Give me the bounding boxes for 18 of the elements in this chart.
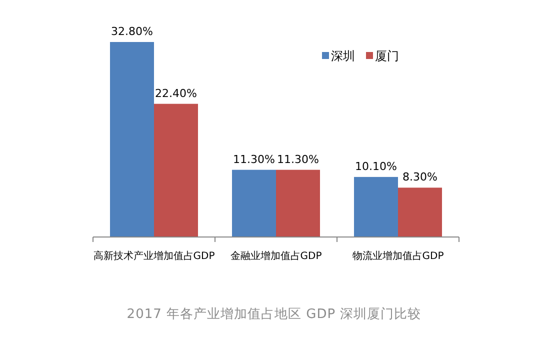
legend-label: 深圳 [331, 49, 355, 63]
x-tick-label: 金融业增加值占GDP [230, 250, 322, 262]
data-label: 11.30% [233, 152, 275, 166]
legend-label: 厦门 [375, 49, 399, 63]
bar [232, 170, 276, 237]
bar [154, 104, 198, 237]
data-label: 10.10% [355, 160, 397, 173]
bar [110, 42, 154, 237]
data-label: 8.30% [402, 170, 438, 184]
data-label: 22.40% [155, 86, 197, 100]
bar [354, 176, 398, 237]
x-tick-label: 物流业增加值占GDP [352, 250, 444, 262]
x-tick-label: 高新技术产业增加值占GDP [93, 250, 215, 262]
bar [398, 188, 442, 237]
bar [276, 170, 320, 237]
data-label: 32.80% [111, 25, 153, 38]
data-label: 11.30% [277, 152, 319, 166]
text: 2017 年各产业增加值占地区 GDP 深圳厦门比较 [126, 306, 422, 322]
